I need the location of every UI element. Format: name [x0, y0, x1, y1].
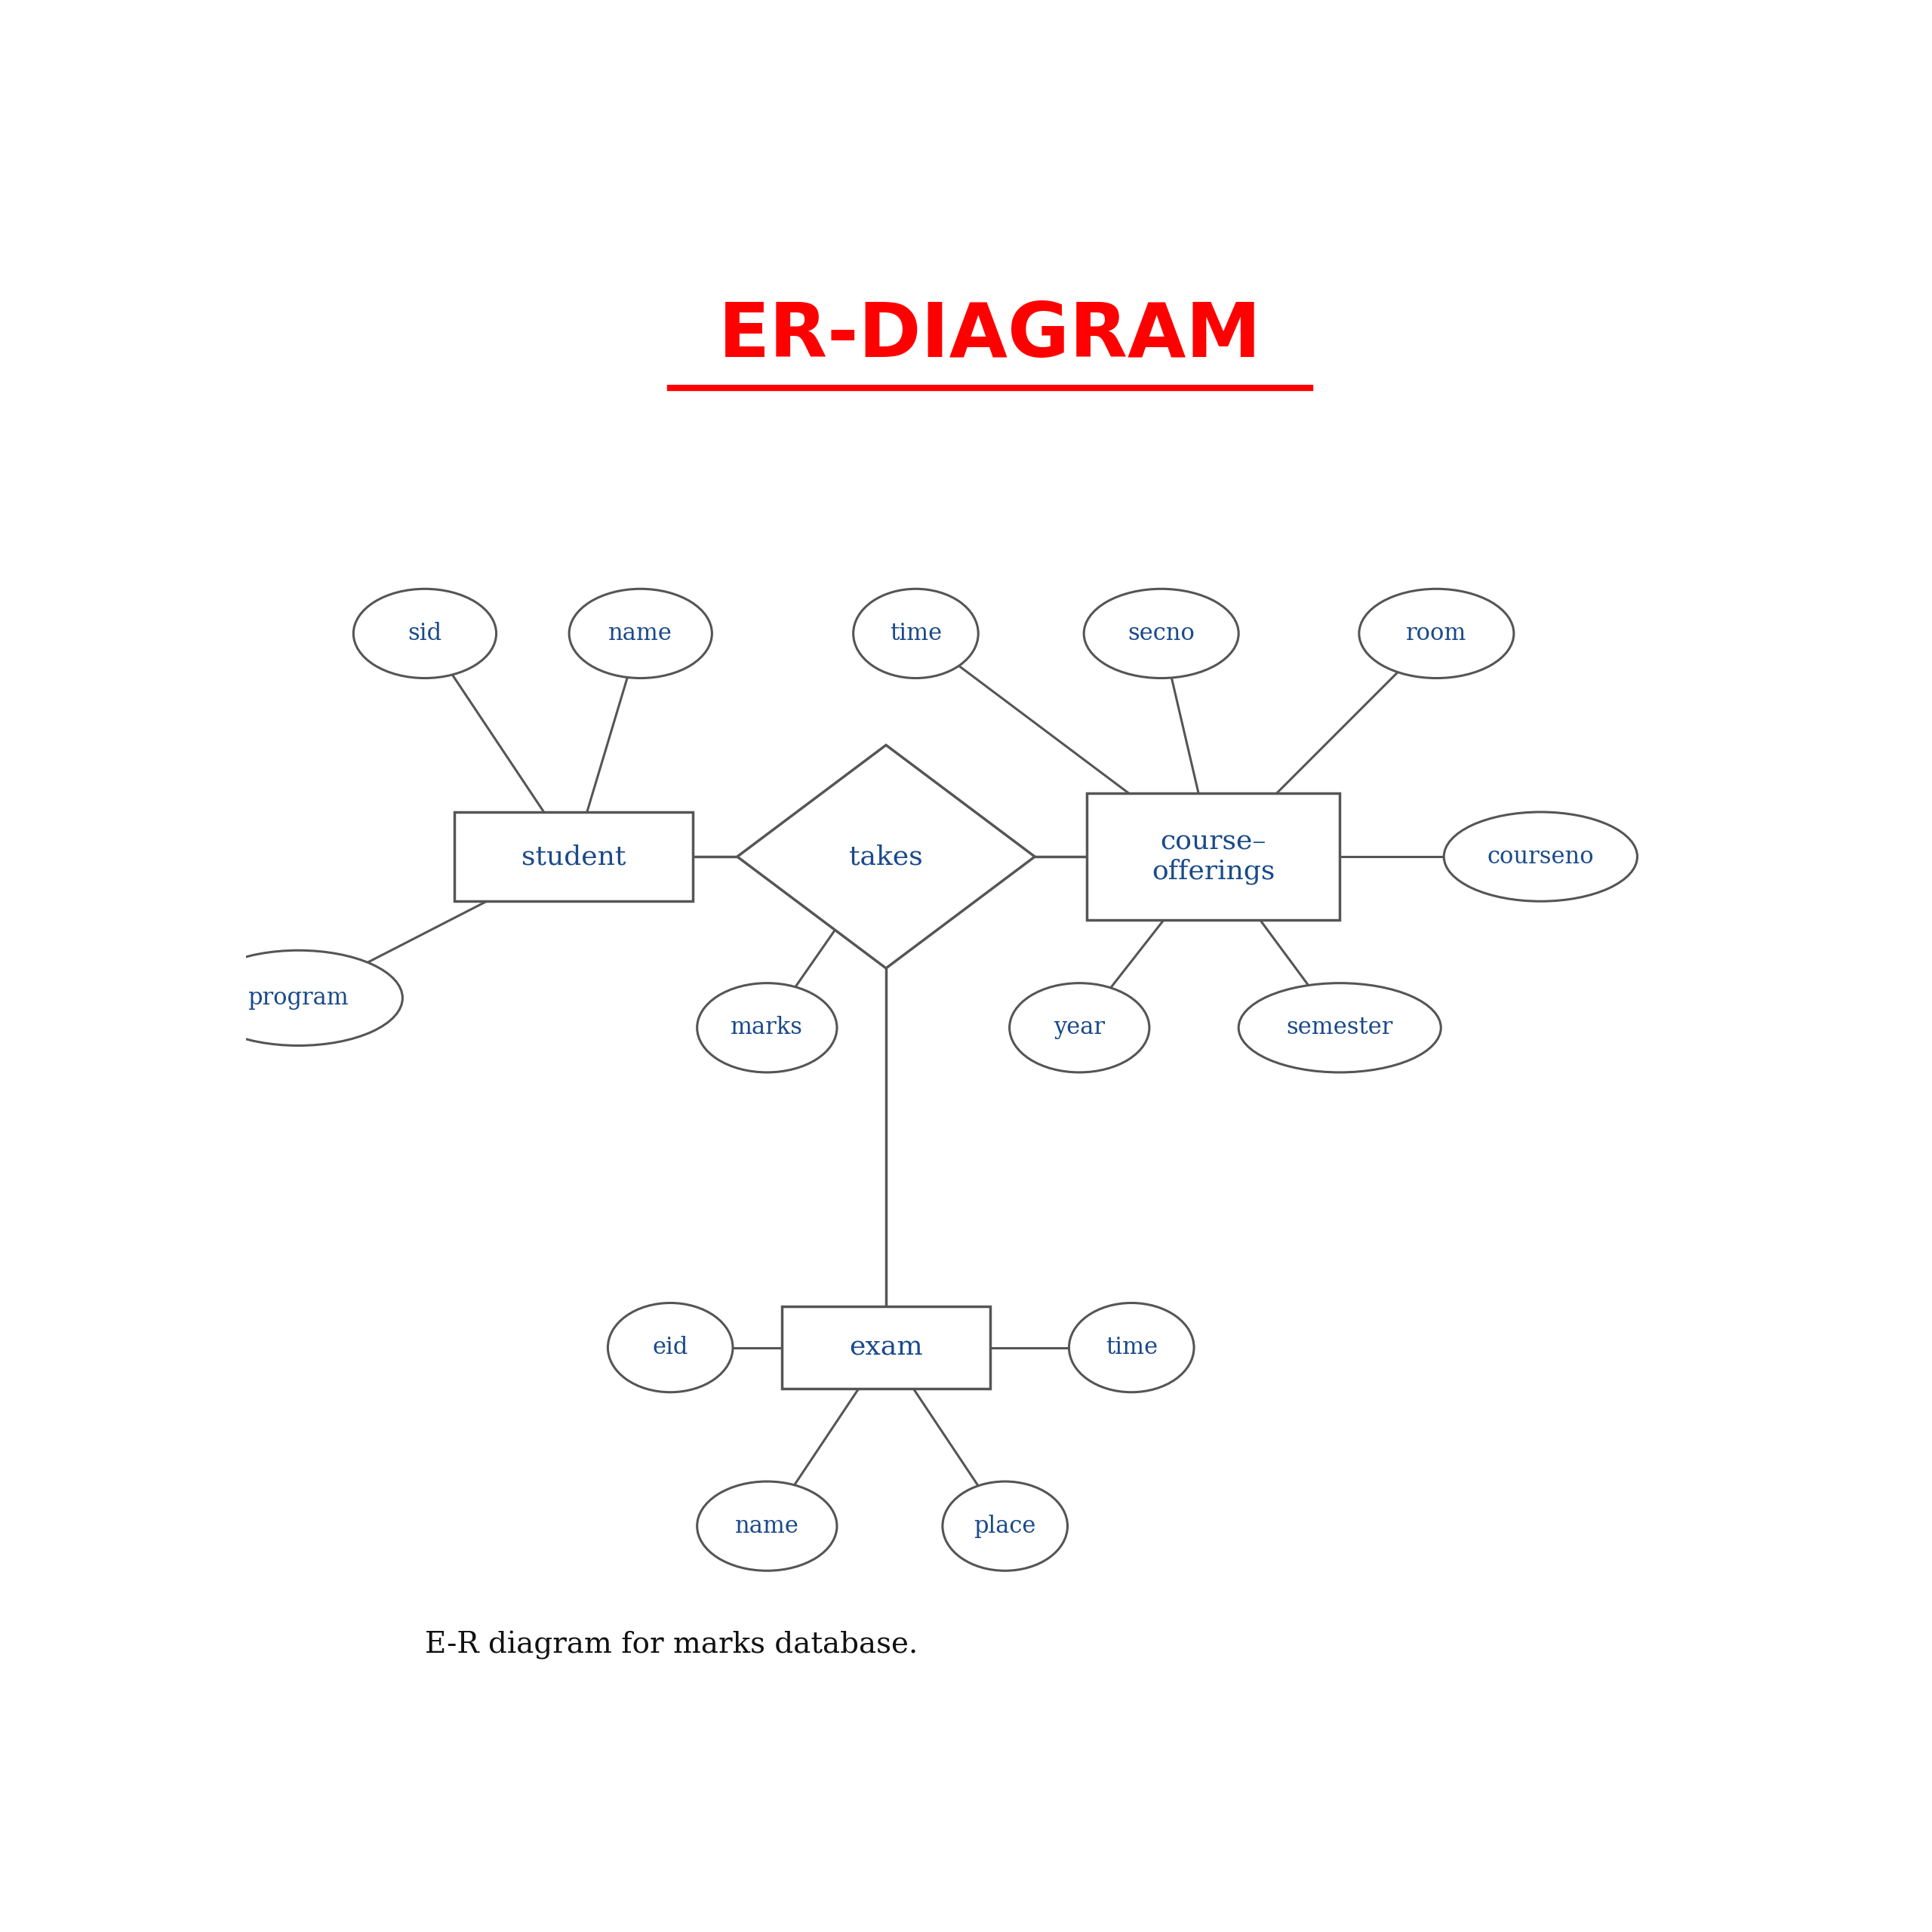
- Text: course–
offerings: course– offerings: [1151, 829, 1275, 885]
- Ellipse shape: [854, 589, 978, 678]
- Ellipse shape: [609, 1302, 732, 1393]
- Text: semester: semester: [1287, 1016, 1393, 1039]
- Text: marks: marks: [730, 1016, 804, 1039]
- Ellipse shape: [1358, 589, 1515, 678]
- Text: eid: eid: [653, 1335, 688, 1360]
- Ellipse shape: [1010, 983, 1150, 1072]
- Ellipse shape: [943, 1482, 1068, 1571]
- FancyBboxPatch shape: [454, 811, 694, 900]
- Text: time: time: [1105, 1335, 1157, 1360]
- Text: time: time: [889, 622, 943, 645]
- Ellipse shape: [1084, 589, 1238, 678]
- Text: sid: sid: [408, 622, 442, 645]
- Polygon shape: [738, 746, 1036, 968]
- Text: ER-DIAGRAM: ER-DIAGRAM: [719, 299, 1262, 373]
- FancyBboxPatch shape: [1088, 794, 1339, 920]
- Text: exam: exam: [850, 1335, 923, 1360]
- Ellipse shape: [570, 589, 713, 678]
- Ellipse shape: [1443, 811, 1636, 900]
- Ellipse shape: [697, 983, 837, 1072]
- Ellipse shape: [697, 1482, 837, 1571]
- Text: secno: secno: [1128, 622, 1194, 645]
- Ellipse shape: [195, 951, 402, 1045]
- Ellipse shape: [354, 589, 497, 678]
- Text: courseno: courseno: [1488, 844, 1594, 867]
- Text: year: year: [1053, 1016, 1105, 1039]
- Text: program: program: [247, 985, 350, 1010]
- FancyBboxPatch shape: [782, 1306, 991, 1389]
- Text: student: student: [522, 844, 626, 869]
- Text: name: name: [734, 1515, 800, 1538]
- Ellipse shape: [1068, 1302, 1194, 1393]
- Text: room: room: [1406, 622, 1466, 645]
- Text: place: place: [974, 1515, 1036, 1538]
- Ellipse shape: [1238, 983, 1441, 1072]
- Text: E-R diagram for marks database.: E-R diagram for marks database.: [425, 1631, 918, 1660]
- Text: name: name: [609, 622, 672, 645]
- Text: takes: takes: [850, 844, 923, 869]
